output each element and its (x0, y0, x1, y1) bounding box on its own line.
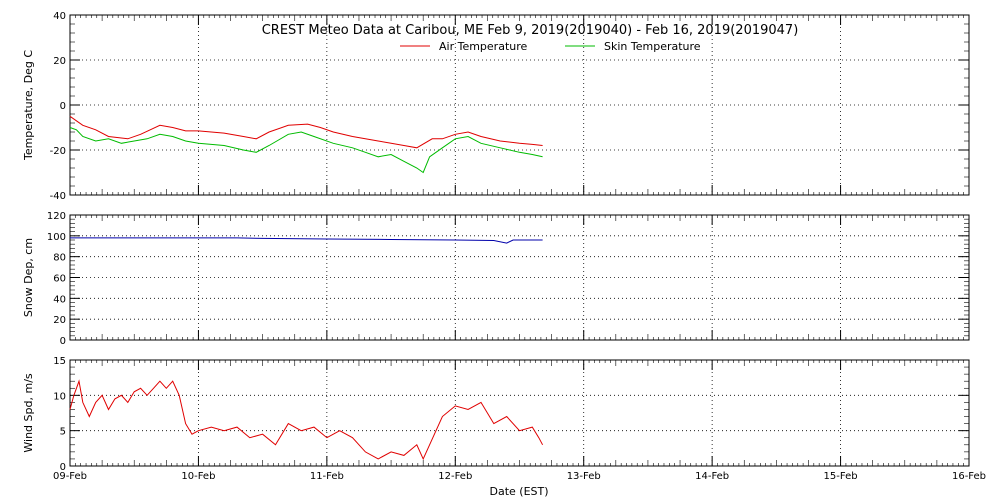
x-tick-label: 09-Feb (53, 471, 87, 482)
x-axis-label: Date (EST) (489, 485, 548, 498)
x-tick-label: 13-Feb (567, 471, 601, 482)
x-tick-label: 12-Feb (438, 471, 472, 482)
x-tick-label: 10-Feb (181, 471, 215, 482)
y-tick-label: 100 (47, 232, 66, 243)
chart-legend: Air Temperature Skin Temperature (400, 40, 701, 53)
y-tick-label: 60 (53, 274, 66, 285)
y-tick-label: 20 (53, 315, 66, 326)
y-tick-label: 15 (53, 356, 66, 367)
y-tick-label: 40 (53, 294, 66, 305)
y-axis-label: Wind Spd, m/s (22, 373, 35, 453)
y-axis-label: Snow Dep, cm (22, 238, 35, 317)
x-tick-label: 14-Feb (695, 471, 729, 482)
y-tick-label: 0 (60, 101, 66, 112)
plot-frame (69, 359, 970, 467)
panel-2: 0 20 40 60 80 100 120 Snow Dep, cm (22, 211, 970, 347)
panel-3-series-line (69, 379, 544, 461)
x-tick-label: 11-Feb (310, 471, 344, 482)
y-tick-label: 0 (60, 336, 66, 347)
y-tick-label: 5 (60, 427, 66, 438)
y-tick-label: 80 (53, 253, 66, 264)
legend-entry: Air Temperature (439, 40, 528, 53)
legend-entry: Skin Temperature (604, 40, 701, 53)
x-tick-label: 16-Feb (952, 471, 986, 482)
y-tick-label: 120 (47, 211, 66, 222)
panel-2-series-line (70, 237, 543, 244)
panel-3: 0 5 10 15 Wind Spd, m/s (22, 356, 970, 473)
y-tick-label: -40 (50, 191, 66, 202)
chart-panels: -40 -20 0 20 40 Temperature, Deg C Air Tempera… (22, 11, 986, 482)
y-tick-label: 20 (53, 56, 66, 67)
panel-1: -40 -20 0 20 40 Temperature, Deg C Air Tempera… (22, 11, 970, 202)
air-temperature-line (69, 115, 543, 149)
y-axis-label: Temperature, Deg C (22, 50, 35, 161)
y-tick-label: 0 (60, 462, 66, 473)
x-tick-label: 15-Feb (824, 471, 858, 482)
skin-temperature-line (69, 127, 543, 174)
y-tick-label: 40 (53, 11, 66, 22)
chart-title: CREST Meteo Data at Caribou, ME Feb 9, 2… (262, 23, 799, 38)
y-tick-label: 10 (53, 391, 66, 402)
y-tick-label: -20 (50, 146, 66, 157)
